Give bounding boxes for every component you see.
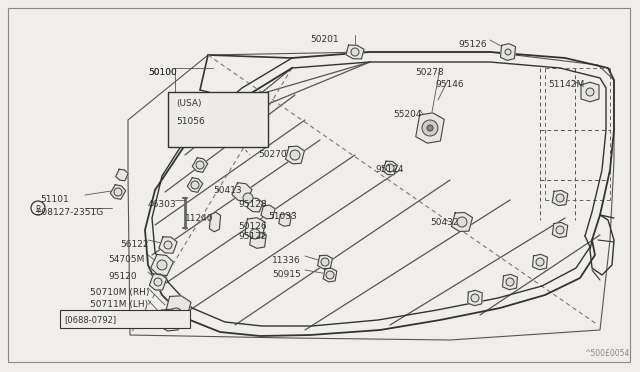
Circle shape [505,49,511,55]
Polygon shape [247,198,263,212]
Circle shape [586,88,594,96]
Polygon shape [261,205,275,219]
Polygon shape [192,158,208,172]
Polygon shape [383,161,397,175]
Circle shape [290,150,300,160]
Text: 95146: 95146 [435,80,463,89]
Polygon shape [252,109,265,131]
Polygon shape [150,254,173,276]
Circle shape [250,229,260,239]
Text: 50710M (RH): 50710M (RH) [90,288,149,297]
Polygon shape [159,309,182,331]
Text: 46303: 46303 [148,200,177,209]
Text: 95124: 95124 [375,165,403,174]
Circle shape [556,226,564,234]
Circle shape [386,164,394,172]
Text: 50278: 50278 [415,68,444,77]
Text: 95126: 95126 [458,40,486,49]
Text: 55204: 55204 [393,110,422,119]
Polygon shape [451,212,472,231]
Text: 51101: 51101 [40,195,68,204]
Circle shape [170,308,182,320]
Polygon shape [159,237,177,253]
Text: 11240: 11240 [185,214,214,223]
Circle shape [471,294,479,302]
Text: 50201: 50201 [310,35,339,44]
Bar [168,92,268,147]
Circle shape [427,125,433,131]
Circle shape [154,278,162,286]
Text: (USA): (USA) [176,99,202,108]
Text: 51142M: 51142M [548,80,584,89]
Text: 50100: 50100 [148,68,177,77]
Polygon shape [285,146,305,164]
Polygon shape [468,290,483,306]
Polygon shape [552,222,568,238]
Text: 95128: 95128 [238,200,267,209]
Bar [60,310,190,328]
Circle shape [114,188,122,196]
Text: 11336: 11336 [272,256,301,265]
Text: [0688-0792]: [0688-0792] [64,315,116,324]
Polygon shape [279,214,291,226]
Polygon shape [232,183,252,201]
Text: 50432: 50432 [430,218,458,227]
Text: ^500£0054: ^500£0054 [584,349,630,358]
Text: 95120: 95120 [108,272,136,281]
Text: B: B [35,205,40,214]
Circle shape [321,258,329,266]
Text: 50270: 50270 [258,150,287,159]
Polygon shape [581,82,599,102]
Polygon shape [346,45,364,59]
Circle shape [351,48,359,56]
Polygon shape [116,169,128,181]
Text: 50711M (LH): 50711M (LH) [90,300,148,309]
Polygon shape [149,274,166,290]
Text: 50915: 50915 [272,270,301,279]
Circle shape [457,217,467,227]
Text: 56122: 56122 [120,240,148,249]
Circle shape [243,193,253,203]
Polygon shape [245,218,265,238]
Polygon shape [209,212,221,232]
Polygon shape [416,113,444,143]
Circle shape [164,241,172,249]
Polygon shape [238,108,253,132]
Polygon shape [250,232,266,248]
Text: 50126: 50126 [238,222,267,231]
Text: 51033: 51033 [268,212,297,221]
Polygon shape [323,268,337,282]
Circle shape [506,278,514,286]
Text: 95122: 95122 [238,232,266,241]
Circle shape [157,260,167,270]
Text: 50100: 50100 [148,68,177,77]
Polygon shape [500,44,515,60]
Polygon shape [532,254,547,270]
Polygon shape [552,190,568,206]
Circle shape [422,120,438,136]
Text: 51056: 51056 [176,117,205,126]
Circle shape [556,194,564,202]
Text: ±08127-2351G: ±08127-2351G [34,208,103,217]
Text: 50413: 50413 [213,186,242,195]
Circle shape [196,161,204,169]
Polygon shape [317,255,332,269]
Text: 54705M: 54705M [108,255,145,264]
Circle shape [536,258,544,266]
Polygon shape [502,274,518,290]
Circle shape [326,271,334,279]
Polygon shape [188,178,203,192]
Circle shape [191,181,199,189]
Polygon shape [165,296,191,320]
Polygon shape [110,185,125,199]
